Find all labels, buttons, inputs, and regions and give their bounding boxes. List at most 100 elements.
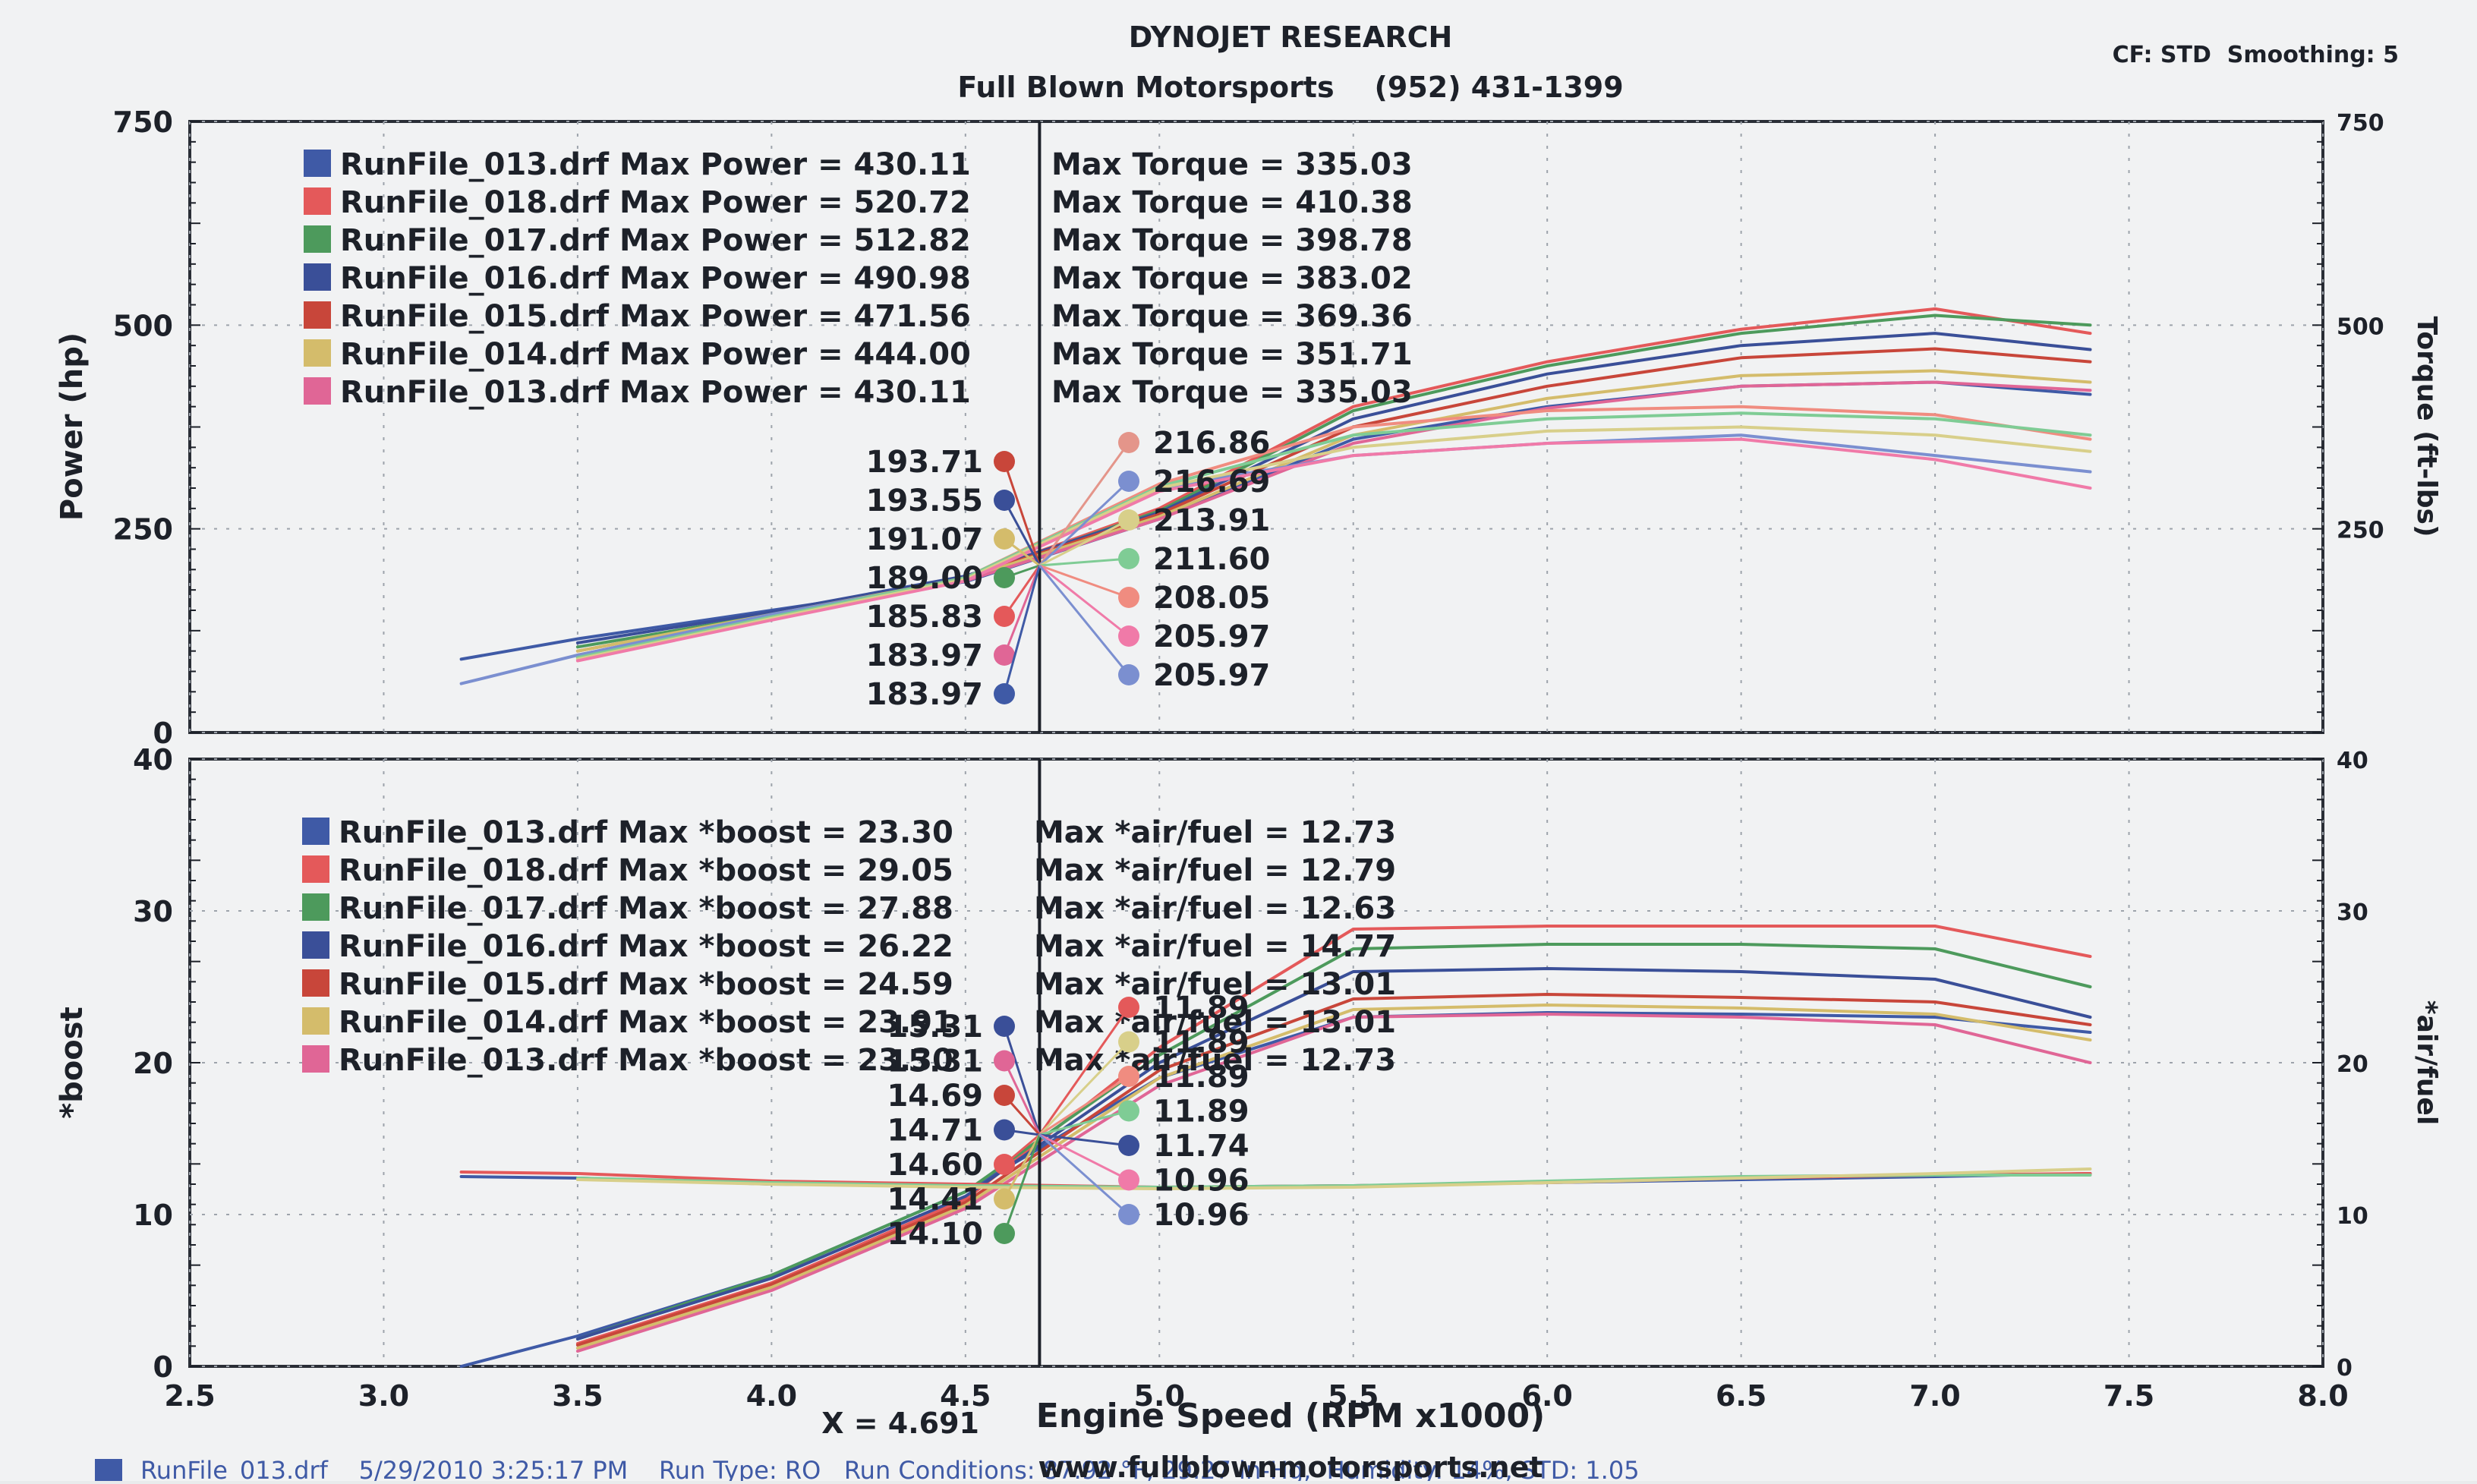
cursor-leader-line (1038, 564, 1130, 599)
y2-tick-label: 250 (2337, 518, 2384, 544)
cursor-leader-line (1003, 1060, 1041, 1136)
legend-swatch (304, 339, 331, 367)
cursor-value-label: 185.83 (866, 600, 983, 635)
settings-label: CF: STD Smoothing: 5 (2113, 42, 2399, 68)
cursor-leader-line (1038, 564, 1130, 638)
legend-max-air-fuel: Max *air/fuel = 14.77 (1034, 929, 1396, 964)
cursor-leader-line (1039, 1133, 1130, 1147)
cursor-value-label: 14.10 (887, 1217, 983, 1252)
cursor-value-label: 216.86 (1153, 426, 1270, 461)
cursor-value-dot (994, 567, 1015, 588)
cursor-value-label: 213.91 (1153, 503, 1270, 538)
series-line (575, 1013, 2092, 1353)
cursor-value-label: 14.60 (887, 1148, 983, 1183)
cursor-value-dot (1118, 432, 1139, 453)
legend-max-boost: RunFile_013.drf Max *boost = 23.30 (339, 815, 953, 850)
legend-max-air-fuel: Max *air/fuel = 13.01 (1034, 967, 1396, 1002)
cursor-value-dot (1118, 1135, 1139, 1156)
cursor-layer: 193.71193.55191.07189.00185.83183.97183.… (866, 121, 1270, 1366)
legend-max-boost: RunFile_013.drf Max *boost = 23.30 (339, 1043, 953, 1078)
legend-swatch (302, 893, 329, 921)
shop-subtitle: Full Blown Motorsports (952) 431-1399 (957, 71, 1623, 104)
cursor-value-dot (994, 1154, 1015, 1175)
cursor-leader-line (1038, 1007, 1130, 1136)
legend-entry: RunFile_014.drf Max *boost = 23.91 Max *… (302, 1005, 1396, 1040)
y2-tick-label: 40 (2337, 748, 2368, 774)
cursor-leader-line (1003, 1134, 1041, 1234)
y2-tick-label: 500 (2337, 313, 2384, 340)
cursor-value-label: 11.89 (1153, 1026, 1250, 1060)
cursor-leader-line (1038, 1133, 1130, 1216)
x-tick-label: 4.0 (746, 1379, 797, 1413)
y2-tick-label: 750 (2337, 110, 2384, 137)
series-line (575, 425, 2092, 661)
cursor-value-dot (1118, 471, 1139, 492)
power-legend: RunFile_013.drf Max Power = 430.11 Max T… (304, 147, 1413, 410)
cursor-leader-line (1038, 480, 1130, 567)
y-tick-label: 0 (153, 1350, 173, 1384)
series-line (575, 967, 2092, 1341)
series-line (575, 332, 2092, 644)
y-tick-label: 20 (133, 1047, 173, 1080)
legend-swatch (304, 301, 331, 329)
series-line (575, 411, 2092, 660)
legend-swatch (304, 150, 331, 177)
report-title: DYNOJET RESEARCH (1129, 20, 1453, 54)
legend-max-boost: RunFile_015.drf Max *boost = 24.59 (339, 967, 953, 1002)
air-fuel-axis-title: *air/fuel (2411, 1000, 2442, 1125)
x-tick-label: 5.0 (1134, 1379, 1185, 1413)
series-line (575, 925, 2092, 1345)
legend-max-power: RunFile_016.drf Max Power = 490.98 (340, 261, 971, 296)
cursor-leader-line (1003, 499, 1041, 566)
x-tick-label: 4.5 (940, 1379, 991, 1413)
x-tick-label: 3.5 (552, 1379, 603, 1413)
legend-max-torque: Max Torque = 335.03 (1051, 147, 1413, 182)
cursor-value-dot (1118, 1169, 1139, 1191)
cursor-value-dot (994, 451, 1015, 472)
legend-max-power: RunFile_013.drf Max Power = 430.11 (340, 147, 971, 182)
legend-entry: RunFile_018.drf Max Power = 520.72 Max T… (304, 185, 1413, 220)
cursor-value-dot (1118, 509, 1139, 531)
legend-max-boost: RunFile_018.drf Max *boost = 29.05 (339, 853, 953, 888)
cursor-value-label: 14.71 (887, 1114, 983, 1148)
legend-entry: RunFile_013.drf Max Power = 430.11 Max T… (304, 147, 1413, 182)
y-tick-label: 40 (133, 743, 173, 777)
cursor-value-label: 11.74 (1153, 1129, 1250, 1164)
y2-tick-label: 0 (2337, 1355, 2353, 1382)
legend-entry: RunFile_014.drf Max Power = 444.00 Max T… (304, 337, 1413, 372)
series-line (575, 1167, 2092, 1190)
legend-max-power: RunFile_015.drf Max Power = 471.56 (340, 299, 971, 334)
legend-max-power: RunFile_017.drf Max Power = 512.82 (340, 223, 971, 258)
legend-swatch (304, 225, 331, 253)
legend-max-torque: Max Torque = 410.38 (1051, 185, 1413, 220)
legend-swatch (304, 187, 331, 215)
cursor-value-label: 10.96 (1153, 1164, 1250, 1199)
series-layer (459, 307, 2092, 1368)
cursor-value-label: 11.89 (1153, 1095, 1250, 1130)
cursor-value-dot (994, 606, 1015, 627)
cursor-value-label: 183.97 (866, 677, 983, 712)
cursor-leader-line (1038, 1041, 1130, 1136)
cursor-value-dot (1118, 587, 1139, 608)
cursor-leader-line (1038, 518, 1130, 567)
legend-swatch (302, 855, 329, 883)
x-tick-label: 8.0 (2297, 1379, 2348, 1413)
footer-url: www.fullblownmotorsports.net (1038, 1451, 1543, 1481)
x-tick-label: 5.5 (1328, 1379, 1379, 1413)
series-line (575, 943, 2092, 1341)
torque-axis-title: Torque (ft-lbs) (2411, 317, 2442, 537)
cursor-value-label: 183.97 (866, 638, 983, 673)
cursor-leader-line (1003, 1134, 1041, 1200)
legend-max-air-fuel: Max *air/fuel = 12.79 (1034, 853, 1396, 888)
series-line (459, 433, 2092, 685)
cursor-value-dot (1118, 1100, 1139, 1122)
legend-entry: RunFile_016.drf Max Power = 490.98 Max T… (304, 261, 1413, 296)
boost-legend: RunFile_013.drf Max *boost = 23.30 Max *… (302, 815, 1396, 1078)
x-tick-label: 6.5 (1716, 1379, 1766, 1413)
cursor-value-dot (994, 644, 1015, 666)
legend-entry: RunFile_015.drf Max *boost = 24.59 Max *… (302, 967, 1396, 1002)
legend-max-torque: Max Torque = 369.36 (1051, 299, 1413, 334)
legend-entry: RunFile_013.drf Max *boost = 23.30 Max *… (302, 815, 1396, 850)
cursor-value-dot (994, 1188, 1015, 1210)
